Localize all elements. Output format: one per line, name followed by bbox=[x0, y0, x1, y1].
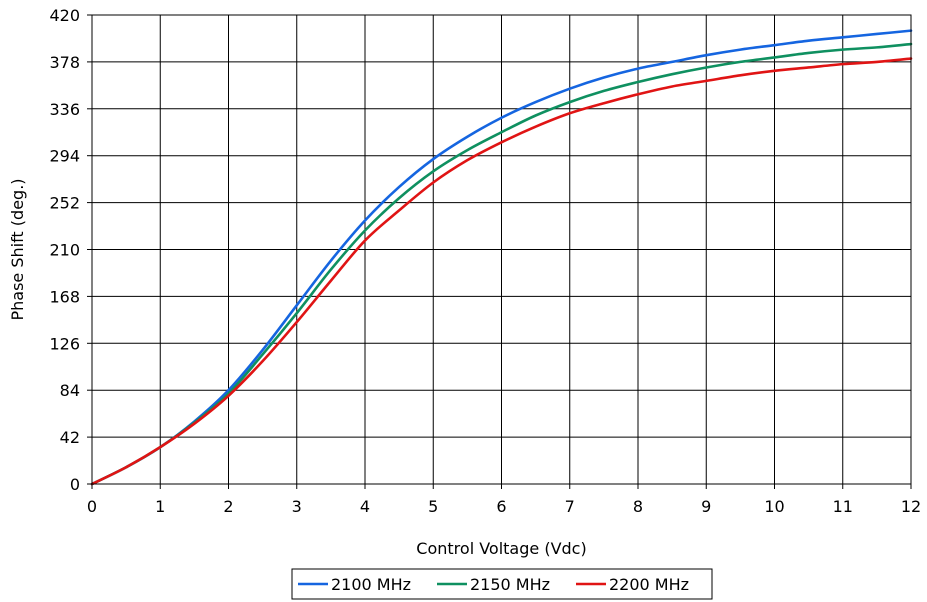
series-line-2150-mhz bbox=[90, 42, 913, 486]
x-tick-label: 7 bbox=[565, 497, 575, 516]
y-tick-label: 84 bbox=[60, 381, 80, 400]
y-tick-label: 294 bbox=[49, 147, 80, 166]
y-axis-ticks: 0 42 84 126 168 210 252 294 336 378 420 bbox=[49, 6, 92, 494]
y-tick-label: 252 bbox=[49, 194, 80, 213]
x-tick-label: 12 bbox=[901, 497, 921, 516]
x-tick-label: 8 bbox=[633, 497, 643, 516]
legend-box bbox=[291, 568, 713, 600]
legend-label-2200-mhz: 2200 MHz bbox=[609, 575, 689, 594]
y-tick-label: 168 bbox=[49, 287, 80, 306]
x-tick-label: 11 bbox=[833, 497, 853, 516]
legend-label-2100-mhz: 2100 MHz bbox=[331, 575, 411, 594]
y-tick-label: 420 bbox=[49, 6, 80, 25]
x-tick-label: 3 bbox=[292, 497, 302, 516]
x-tick-label: 6 bbox=[496, 497, 506, 516]
x-tick-label: 5 bbox=[428, 497, 438, 516]
y-axis-label: Phase Shift (deg.) bbox=[8, 178, 27, 320]
y-tick-label: 42 bbox=[60, 428, 80, 447]
x-tick-label: 10 bbox=[764, 497, 784, 516]
x-axis-ticks: 0 1 2 3 4 5 6 7 8 9 10 11 12 bbox=[87, 484, 921, 516]
y-tick-label: 0 bbox=[70, 475, 80, 494]
x-tick-label: 9 bbox=[701, 497, 711, 516]
legend-label-2150-mhz: 2150 MHz bbox=[470, 575, 550, 594]
series-layer bbox=[90, 29, 913, 486]
series-line-2200-mhz bbox=[90, 57, 913, 486]
legend: 2100 MHz 2150 MHz 2200 MHz bbox=[291, 568, 713, 600]
y-tick-label: 126 bbox=[49, 334, 80, 353]
x-tick-label: 1 bbox=[155, 497, 165, 516]
series-line-2100-mhz bbox=[90, 29, 913, 486]
x-tick-label: 0 bbox=[87, 497, 97, 516]
x-tick-label: 2 bbox=[223, 497, 233, 516]
x-axis-label: Control Voltage (Vdc) bbox=[416, 539, 586, 558]
y-tick-label: 336 bbox=[49, 100, 80, 119]
y-tick-label: 210 bbox=[49, 241, 80, 260]
y-tick-label: 378 bbox=[49, 53, 80, 72]
x-tick-label: 4 bbox=[360, 497, 370, 516]
